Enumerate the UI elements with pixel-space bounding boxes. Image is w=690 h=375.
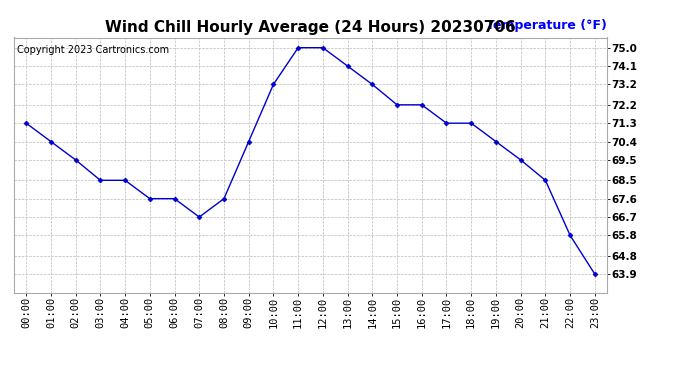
Text: Copyright 2023 Cartronics.com: Copyright 2023 Cartronics.com <box>17 45 169 55</box>
Title: Wind Chill Hourly Average (24 Hours) 20230706: Wind Chill Hourly Average (24 Hours) 202… <box>105 20 516 35</box>
Text: Temperature (°F): Temperature (°F) <box>486 20 607 32</box>
